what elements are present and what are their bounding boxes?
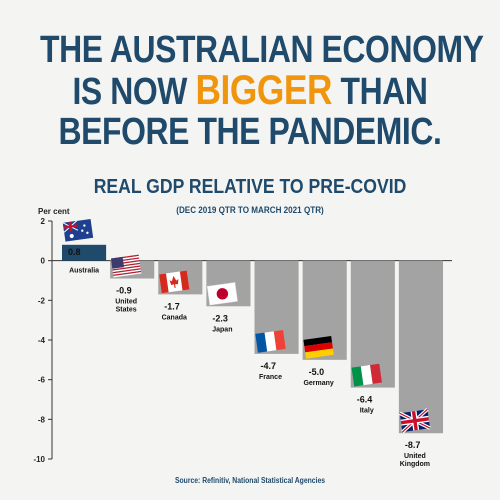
y-axis-title: Per cent	[38, 207, 70, 216]
headline-line-3: BEFORE THE PANDEMIC.	[58, 111, 442, 153]
y-tick-label: -8	[38, 415, 46, 424]
uk-flag-icon	[398, 408, 431, 434]
y-tick-label: -10	[33, 455, 45, 464]
value-label: -5.0	[309, 367, 325, 377]
headline: THE AUSTRALIAN ECONOMY IS NOW BIGGER THA…	[40, 29, 484, 153]
japan-flag-icon	[206, 282, 238, 306]
headline-line-2: IS NOW BIGGER THAN	[40, 69, 460, 113]
value-label: -2.3	[212, 313, 228, 323]
y-tick-label: -2	[38, 296, 46, 305]
y-tick-label: 0	[41, 257, 46, 266]
australia-flag-icon	[62, 218, 94, 242]
headline-line-2-post: THAN	[340, 71, 428, 113]
y-tick-label: 2	[41, 217, 46, 226]
germany-flag-icon	[303, 335, 334, 359]
canada-flag-icon	[159, 270, 190, 294]
value-label: -0.9	[116, 286, 132, 296]
category-label: Kingdom	[400, 461, 430, 468]
category-label: United	[115, 299, 137, 306]
value-label: 0.8	[68, 247, 81, 257]
bar	[398, 260, 443, 434]
category-label: United	[404, 453, 426, 460]
category-label: France	[259, 374, 282, 381]
italy-flag-icon	[351, 363, 382, 387]
category-label: Australia	[69, 268, 99, 275]
value-label: -8.7	[405, 440, 421, 450]
category-label: States	[116, 307, 137, 314]
usa-flag-icon	[110, 254, 142, 278]
headline-accent: BIGGER	[195, 66, 333, 113]
category-label: Italy	[360, 408, 374, 415]
category-label: Canada	[162, 314, 187, 321]
source-note: Source: Refinitiv, National Statistical …	[174, 476, 326, 485]
category-label: Germany	[303, 380, 333, 387]
chart-title: REAL GDP RELATIVE TO PRE-COVID	[93, 176, 407, 198]
value-label: -6.4	[357, 395, 373, 405]
headline-line-1: THE AUSTRALIAN ECONOMY	[40, 29, 484, 71]
bar	[62, 244, 107, 261]
category-label: Japan	[212, 326, 232, 333]
value-label: -4.7	[261, 361, 277, 371]
chart-subtitle: (DEC 2019 QTR TO MARCH 2021 QTR)	[176, 205, 324, 215]
value-label: -1.7	[164, 301, 180, 311]
y-tick-label: -4	[38, 336, 46, 345]
france-flag-icon	[255, 330, 286, 353]
y-tick-label: -6	[38, 376, 46, 385]
headline-line-2-pre: IS NOW	[72, 71, 187, 113]
